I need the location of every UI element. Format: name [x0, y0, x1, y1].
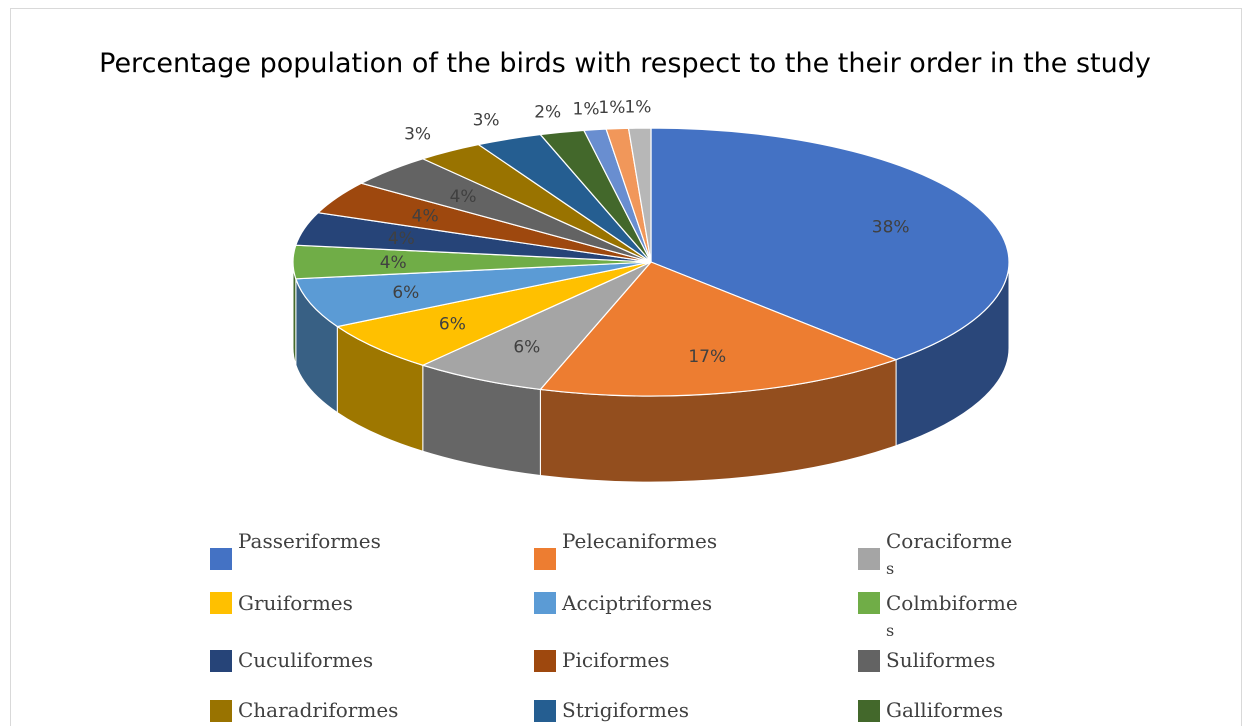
legend-swatch — [858, 592, 880, 614]
data-label-9: 3% — [404, 124, 431, 144]
legend-label: Cuculiformes — [238, 648, 374, 672]
data-label-12: 1% — [573, 99, 600, 119]
legend-swatch — [534, 700, 556, 722]
data-label-6: 4% — [388, 229, 415, 249]
data-label-0: 38% — [872, 217, 910, 237]
data-label-11: 2% — [534, 102, 561, 122]
chart-title: Percentage population of the birds with … — [99, 48, 1151, 79]
slice-1 — [539, 261, 898, 397]
legend-label: Pelecaniformes — [562, 529, 718, 553]
legend-swatch — [858, 700, 880, 722]
data-label-10: 3% — [473, 110, 500, 130]
legend-label: Galliformes — [886, 698, 1004, 722]
data-label-13: 1% — [598, 98, 625, 118]
legend-swatch — [210, 548, 232, 570]
legend-label: Acciptriformes — [562, 591, 713, 615]
data-labels: 38%17%6%6%6%4%4%4%4%3%3% 2% 1%1% 1% — [380, 98, 910, 368]
legend-swatch — [858, 548, 880, 570]
slice-14 — [627, 127, 652, 263]
legend-label: Suliformes — [886, 648, 996, 672]
data-label-3: 6% — [439, 314, 466, 334]
data-label-5: 4% — [380, 253, 407, 273]
slice-3 — [335, 261, 652, 366]
legend-swatch — [534, 592, 556, 614]
legend-label: Piciformes — [562, 648, 670, 672]
data-label-14: 1% — [624, 98, 651, 118]
chart-area-border — [10, 8, 1242, 726]
data-label-2: 6% — [513, 338, 540, 358]
data-label-8: 4% — [450, 187, 477, 207]
legend-swatch — [210, 592, 232, 614]
legend-label: Strigiformes — [562, 698, 689, 722]
legend-swatch — [210, 650, 232, 672]
legend-label: Charadriformes — [238, 698, 399, 722]
legend-label: Gruiformes — [238, 591, 353, 615]
legend-label: Colmbiforme s — [886, 591, 1018, 640]
legend-swatch — [210, 700, 232, 722]
data-label-7: 4% — [412, 207, 439, 227]
slice-2 — [421, 261, 652, 391]
slice-4 — [294, 261, 652, 328]
data-label-4: 6% — [392, 283, 419, 303]
legend-swatch — [534, 548, 556, 570]
legend-label: Coraciforme s — [886, 529, 1013, 578]
pie-top — [292, 127, 1010, 397]
legend-swatch — [534, 650, 556, 672]
legend-swatch — [858, 650, 880, 672]
slice-0 — [650, 127, 1010, 361]
data-label-1: 17% — [688, 347, 726, 367]
legend-label: Passeriformes — [238, 529, 381, 553]
